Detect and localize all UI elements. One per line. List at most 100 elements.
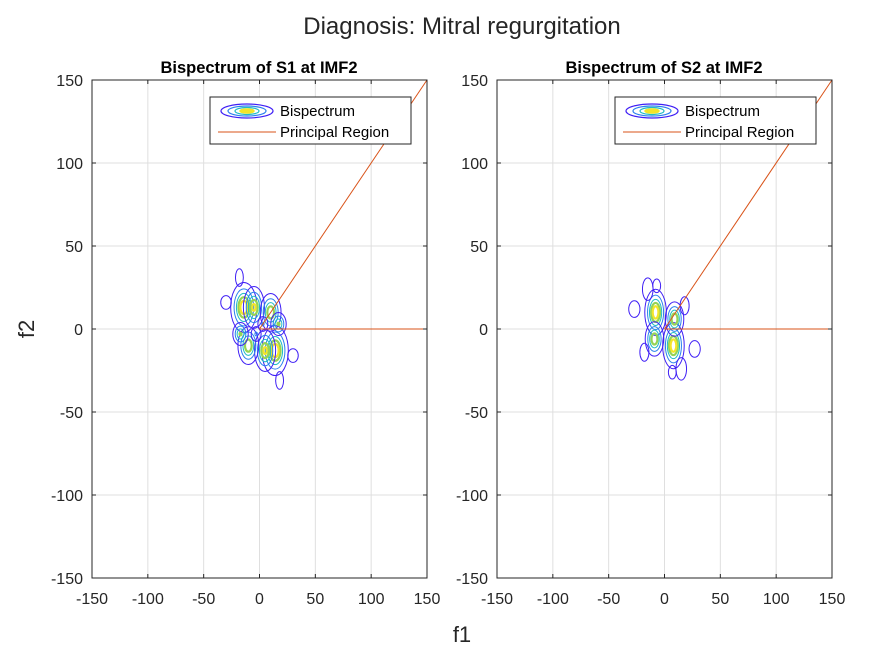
- contour-level-0: [667, 364, 677, 380]
- legend-bispectrum-swatch: [625, 103, 679, 119]
- contour-level-1: [664, 327, 682, 364]
- y-tick-label: -100: [51, 488, 83, 505]
- contour-level-3: [650, 332, 659, 346]
- y-tick-label: -50: [465, 405, 488, 422]
- y-tick-label: 150: [56, 73, 83, 90]
- contour-level-0: [220, 295, 232, 310]
- subplot-s1: Bispectrum of S1 at IMF2 -150 -100 -50 0 50 1…: [51, 59, 440, 608]
- y-tick-label: -100: [456, 488, 488, 505]
- contour-level-1: [256, 334, 274, 367]
- contour-level-1: [647, 326, 662, 352]
- contour-level-3: [249, 298, 259, 316]
- contour-level-1: [245, 291, 263, 324]
- y-tick-label: -50: [60, 405, 83, 422]
- x-tick-label: -150: [76, 591, 108, 608]
- x-tick-label: 100: [763, 591, 790, 608]
- y-tick-label: 100: [56, 156, 83, 173]
- contour-level-4: [251, 302, 257, 312]
- contour-level-0: [688, 340, 701, 358]
- subplot-s2-contours: [628, 277, 701, 381]
- contour-level-3: [276, 321, 281, 327]
- contour-level-0: [287, 348, 299, 363]
- x-tick-label: -100: [132, 591, 164, 608]
- legend-contour-ring: [234, 106, 260, 116]
- y-tick-label: 0: [74, 322, 83, 339]
- y-tick-label: 150: [461, 73, 488, 90]
- legend-principal-region-label: Principal Region: [280, 124, 389, 141]
- x-tick-label: -50: [597, 591, 620, 608]
- y-tick-label: 100: [461, 156, 488, 173]
- contour-level-1: [261, 321, 265, 327]
- contour-level-0: [275, 371, 285, 390]
- subplot-s2-yticks: -150 -100 -50 0 50 100 150: [456, 73, 832, 588]
- contour-level-4: [262, 346, 268, 356]
- subplot-s1-legend: Bispectrum Principal Region: [209, 96, 412, 145]
- contour-level-1: [647, 294, 665, 331]
- contour-level-3: [266, 305, 276, 320]
- contour-level-0: [664, 301, 685, 337]
- x-tick-label: 150: [819, 591, 846, 608]
- y-tick-label: -150: [51, 571, 83, 588]
- contour-level-0: [639, 342, 650, 362]
- legend-bispectrum-label: Bispectrum: [280, 103, 355, 120]
- contour-level-2: [649, 329, 660, 349]
- legend-bispectrum-swatch: [220, 103, 274, 119]
- contour-level-1: [272, 315, 285, 333]
- legend-box: [614, 96, 817, 145]
- contour-level-2: [669, 309, 680, 329]
- contour-level-2: [258, 338, 272, 363]
- y-tick-label: -150: [456, 571, 488, 588]
- contour-level-1: [264, 331, 286, 370]
- legend-bispectrum-label: Bispectrum: [685, 103, 760, 120]
- x-tick-label: -100: [537, 591, 569, 608]
- contour-level-3: [260, 342, 270, 360]
- contour-level-0: [237, 326, 260, 365]
- contour-level-0: [257, 316, 269, 332]
- x-tick-label: 150: [414, 591, 441, 608]
- contour-level-2: [247, 295, 261, 320]
- contour-level-0: [254, 329, 277, 372]
- x-tick-label: 0: [255, 591, 264, 608]
- subplot-s2-xticks: -150 -100 -50 0 50 100 150: [481, 80, 845, 608]
- legend-contour-ring: [227, 105, 267, 117]
- x-tick-label: 0: [660, 591, 669, 608]
- contour-level-2: [648, 298, 663, 326]
- legend-principal-region-label: Principal Region: [685, 124, 794, 141]
- x-tick-label: 100: [358, 591, 385, 608]
- contour-level-0: [628, 300, 641, 318]
- legend-contour-ring: [644, 108, 660, 114]
- contour-level-0: [250, 326, 262, 342]
- subplot-s1-xticks: -150 -100 -50 0 50 100 150: [76, 80, 440, 608]
- x-tick-label: -150: [481, 591, 513, 608]
- contour-level-0: [232, 322, 249, 346]
- y-tick-label: 50: [470, 239, 488, 256]
- contour-level-0: [644, 321, 665, 357]
- contour-level-1: [233, 288, 255, 327]
- x-tick-label: 50: [711, 591, 729, 608]
- y-tick-label: 50: [65, 239, 83, 256]
- contour-level-1: [234, 325, 247, 343]
- legend-contour-ring: [625, 103, 679, 119]
- figure-suptitle: Diagnosis: Mitral regurgitation: [303, 13, 620, 40]
- subplot-s1-title: Bispectrum of S1 at IMF2: [160, 59, 357, 77]
- contour-level-0: [234, 268, 244, 287]
- legend-contour-ring: [220, 103, 274, 119]
- legend-contour-ring: [239, 108, 255, 114]
- subplot-s1-contours: [220, 268, 299, 390]
- contour-level-4: [651, 305, 660, 320]
- x-tick-label: 50: [306, 591, 324, 608]
- figure-ylabel: f2: [14, 320, 39, 338]
- contour-level-2: [236, 328, 245, 340]
- contour-level-3: [243, 338, 253, 353]
- y-tick-label: 0: [479, 322, 488, 339]
- subplot-s2-title: Bispectrum of S2 at IMF2: [565, 59, 762, 77]
- x-tick-label: -50: [192, 591, 215, 608]
- legend-contour-ring: [632, 105, 672, 117]
- contour-level-0: [242, 286, 265, 329]
- contour-level-1: [254, 331, 258, 337]
- contour-level-0: [652, 278, 662, 294]
- contour-level-4: [669, 338, 678, 353]
- figure-xlabel: f1: [453, 622, 471, 647]
- legend-box: [209, 96, 412, 145]
